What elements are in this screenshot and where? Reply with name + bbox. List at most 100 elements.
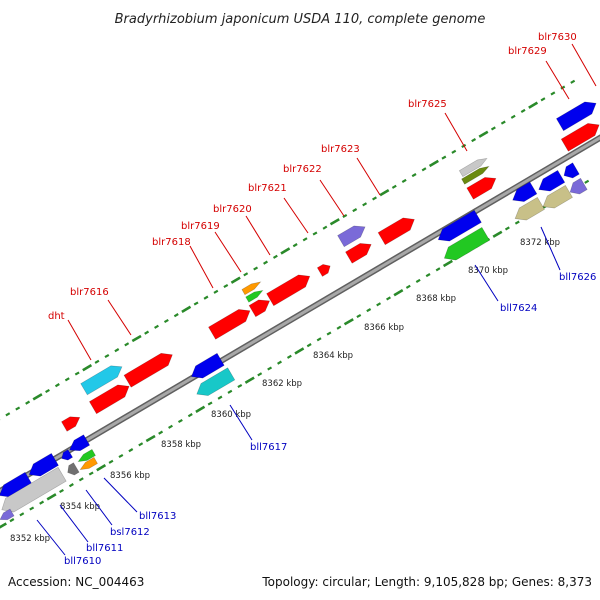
gene-dht-arrow[interactable] — [61, 416, 81, 432]
axis-tick — [312, 231, 318, 236]
gene-blr7619-arrow[interactable] — [248, 299, 271, 318]
gene-bll7613c-arrow[interactable] — [79, 456, 98, 470]
gene-label-bll7626[interactable]: bll7626 — [559, 272, 596, 283]
gene-bll7624b-arrow[interactable] — [443, 226, 490, 261]
gene-bll7617b-arrow[interactable] — [196, 367, 236, 396]
axis-tick — [203, 295, 209, 300]
gene-bll7626-arrow[interactable] — [512, 181, 538, 202]
axis-tick — [451, 149, 457, 154]
gene-bsl7612-arrow[interactable] — [61, 449, 74, 461]
axis-tick — [504, 226, 510, 231]
gene-bll7617-arrow[interactable] — [190, 352, 225, 379]
gene-bll7613d-arrow[interactable] — [67, 462, 80, 476]
axis-tick — [54, 383, 60, 388]
gene-label-blr7622[interactable]: blr7622 — [283, 164, 322, 175]
gene-label-bll7611[interactable]: bll7611 — [86, 543, 123, 554]
axis-tick — [520, 108, 526, 114]
gene-label-blr7616[interactable]: blr7616 — [70, 287, 109, 298]
gene-label-blr7629[interactable]: blr7629 — [508, 46, 547, 57]
axis-tick — [435, 267, 441, 272]
gene-blr7621b-arrow[interactable] — [316, 264, 331, 277]
axis-tick — [168, 424, 173, 429]
axis-tick — [25, 400, 31, 405]
axis-tick — [124, 342, 130, 347]
axis-tick — [253, 266, 259, 271]
kbp-label: 8360 kbp — [211, 410, 251, 420]
gene-label-blr7625[interactable]: blr7625 — [408, 99, 447, 110]
axis-tick — [68, 483, 74, 488]
gene-label-bsl7612[interactable]: bsl7612 — [110, 527, 150, 538]
gene-label-blr7621[interactable]: blr7621 — [248, 183, 287, 194]
gene-blr7616-arrow[interactable] — [88, 384, 130, 415]
gene-label-bll7624[interactable]: bll7624 — [500, 303, 537, 314]
gene-blr7622b-arrow[interactable] — [345, 243, 372, 264]
axis-tick — [540, 97, 546, 102]
axis-tick — [386, 296, 391, 301]
axis-tick — [0, 522, 7, 529]
axis-tick — [237, 383, 243, 389]
gene-blr7617-arrow[interactable] — [123, 352, 173, 388]
axis-tick — [277, 360, 282, 365]
gene-blr7625-arrow[interactable] — [458, 157, 488, 178]
gene-label-dht[interactable]: dht — [48, 311, 65, 322]
axis-tick — [177, 418, 183, 424]
gene-blr7629-arrow[interactable] — [555, 101, 597, 132]
gene-label-bll7613[interactable]: bll7613 — [139, 511, 176, 522]
axis-tick — [342, 213, 348, 219]
gene-blr7620b-arrow[interactable] — [245, 289, 264, 303]
axis-tick — [405, 284, 411, 289]
gene-bll7626e-arrow[interactable] — [542, 184, 573, 209]
axis-tick — [294, 347, 305, 355]
axis-tick — [478, 130, 489, 138]
upper-tick-row — [0, 79, 576, 421]
gene-blr7620-arrow[interactable] — [241, 281, 262, 296]
gene-bll7626c-arrow[interactable] — [563, 162, 580, 179]
axis-tick — [118, 453, 124, 459]
gene-label-blr7618[interactable]: blr7618 — [152, 237, 191, 248]
axis-tick — [163, 318, 169, 324]
gene-blr7625c-arrow[interactable] — [466, 177, 497, 200]
gene-bll7613b-arrow[interactable] — [77, 448, 96, 462]
axis-tick — [425, 273, 431, 278]
gene-blr7618-arrow[interactable] — [208, 309, 251, 340]
forward-gene-labels: dht blr7616 blr7618 blr7619 blr7620 blr7… — [48, 32, 577, 322]
gene-label-bll7610[interactable]: bll7610 — [64, 556, 101, 567]
axis-tick — [272, 254, 278, 259]
gene-blr7630-arrow[interactable] — [560, 123, 600, 152]
axis-tick — [528, 101, 539, 109]
gene-blr7625b-arrow[interactable] — [461, 165, 490, 185]
axis-tick — [584, 179, 590, 184]
axis-tick — [32, 393, 43, 401]
axis-tick — [362, 202, 368, 207]
axis-tick — [441, 155, 447, 160]
kbp-label: 8352 kbp — [10, 534, 50, 544]
gene-label-blr7620[interactable]: blr7620 — [213, 204, 252, 215]
axis-tick — [570, 79, 576, 84]
kbp-label: 8362 kbp — [262, 379, 302, 389]
gene-blr7621-arrow[interactable] — [266, 274, 311, 307]
gene-blr7623-arrow[interactable] — [377, 217, 415, 246]
axis-tick — [366, 308, 372, 313]
gene-label-blr7630[interactable]: blr7630 — [538, 32, 577, 43]
axis-tick — [306, 343, 312, 348]
axis-tick — [471, 138, 477, 143]
gene-bll7610c-arrow[interactable] — [0, 508, 15, 521]
gene-label-blr7619[interactable]: blr7619 — [181, 221, 220, 232]
axis-tick — [193, 301, 199, 306]
gene-blr7616b-arrow[interactable] — [80, 365, 123, 396]
gene-bll7613-arrow[interactable] — [68, 434, 91, 452]
gene-bll7626f-arrow[interactable] — [569, 177, 588, 195]
gene-bll7611-arrow[interactable] — [28, 452, 59, 477]
gene-bll7626b-arrow[interactable] — [538, 169, 566, 192]
gene-bll7624-arrow[interactable] — [437, 209, 482, 242]
kbp-label: 8354 kbp — [60, 502, 100, 512]
genome-stats-text: Topology: circular; Length: 9,105,828 bp… — [261, 575, 592, 589]
gene-label-bll7617[interactable]: bll7617 — [250, 442, 287, 453]
axis-tick — [82, 363, 93, 372]
gene-blr7622-arrow[interactable] — [337, 225, 366, 248]
gene-label-blr7623[interactable]: blr7623 — [321, 144, 360, 155]
axis-tick — [411, 173, 417, 178]
gene-bll7626d-arrow[interactable] — [514, 196, 545, 221]
kbp-label: 8358 kbp — [161, 440, 201, 450]
gene-bll7610-arrow[interactable] — [0, 471, 33, 498]
